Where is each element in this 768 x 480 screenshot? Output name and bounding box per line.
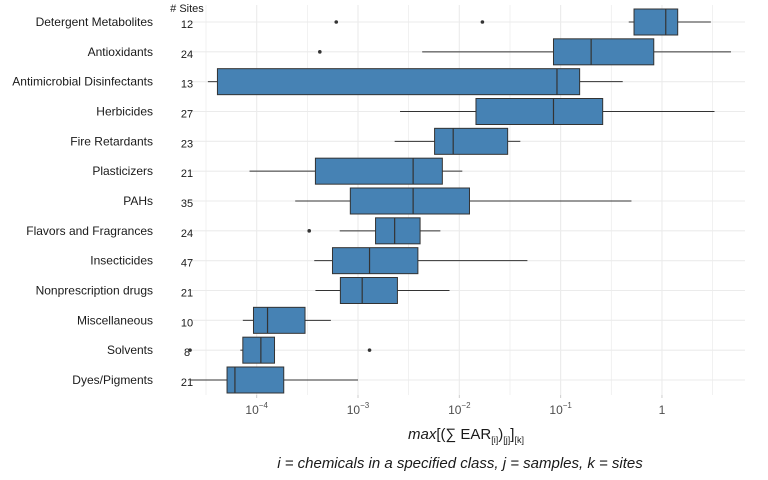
box-row: Fire Retardants 23 xyxy=(70,127,521,155)
x-tick-label: 10−3 xyxy=(347,401,370,417)
category-label: Solvents xyxy=(107,343,153,357)
box-row: Miscellaneous 10 xyxy=(77,306,331,334)
x-axis-title: max[(∑ EAR[i])[j]][k] xyxy=(408,426,524,445)
box xyxy=(349,187,470,215)
box xyxy=(331,247,419,275)
category-label: Flavors and Fragrances xyxy=(26,224,153,238)
x-tick-label: 10−1 xyxy=(549,401,572,417)
box-row: Antimicrobial Disinfectants 13 xyxy=(12,68,623,96)
sites-header: # Sites xyxy=(170,3,204,15)
box xyxy=(216,68,581,96)
category-label: Herbicides xyxy=(96,105,153,119)
outlier-point xyxy=(318,50,322,54)
x-tick-labels: 10−4 10−3 10−2 10−1 1 xyxy=(245,395,666,417)
x-tick-label: 1 xyxy=(659,403,666,417)
outlier-point xyxy=(480,20,485,24)
sites-count: 47 xyxy=(181,258,193,270)
outlier-point xyxy=(334,20,339,24)
box xyxy=(633,8,679,36)
category-label: Antimicrobial Disinfectants xyxy=(12,75,153,89)
box xyxy=(552,38,655,66)
sites-count: 21 xyxy=(181,288,193,300)
box-row: Flavors and Fragrances 24 xyxy=(26,217,441,245)
sites-count: 8 xyxy=(184,347,190,359)
outlier-point xyxy=(188,348,192,352)
box-row: Herbicides 27 xyxy=(96,98,715,125)
box xyxy=(226,366,285,394)
box-row: Antioxidants 24 xyxy=(88,38,731,66)
box-row: Nonprescription drugs 21 xyxy=(36,277,450,304)
category-label: Fire Retardants xyxy=(70,134,153,148)
outlier-point xyxy=(367,348,372,352)
category-label: Detergent Metabolites xyxy=(36,15,153,29)
sites-count: 35 xyxy=(181,198,193,210)
outlier-point xyxy=(307,229,312,233)
category-label: Nonprescription drugs xyxy=(36,284,153,298)
sites-count: 23 xyxy=(181,138,193,150)
box-row: Detergent Metabolites 12 xyxy=(36,8,711,36)
box xyxy=(434,127,509,155)
sites-count: 24 xyxy=(181,228,193,240)
sites-count: 21 xyxy=(181,168,193,180)
box-row: Plasticizers 21 xyxy=(92,157,463,185)
sites-count: 10 xyxy=(181,317,193,329)
x-tick-label: 10−2 xyxy=(448,401,471,417)
box xyxy=(242,336,276,364)
box xyxy=(475,98,604,125)
category-label: PAHs xyxy=(123,194,153,208)
box-row: Solvents 8 xyxy=(107,336,372,364)
category-label: Antioxidants xyxy=(88,45,153,59)
box xyxy=(375,217,421,245)
box xyxy=(252,306,306,334)
box xyxy=(339,277,398,304)
box-row: PAHs 35 xyxy=(123,187,632,215)
category-label: Miscellaneous xyxy=(77,313,153,327)
sites-count: 24 xyxy=(181,49,193,61)
x-tick-label: 10−4 xyxy=(245,401,268,417)
category-label: Insecticides xyxy=(90,254,153,268)
category-label: Plasticizers xyxy=(92,164,153,178)
box-row: Insecticides 47 xyxy=(90,247,528,275)
sites-count: 27 xyxy=(181,109,193,121)
sites-count: 13 xyxy=(181,79,193,91)
category-label: Dyes/Pigments xyxy=(72,373,153,387)
sites-count: 21 xyxy=(181,377,193,389)
box-row: Dyes/Pigments 21 xyxy=(72,366,358,394)
box xyxy=(314,157,443,185)
caption: i = chemicals in a specified class, j = … xyxy=(277,455,643,472)
sites-count: 12 xyxy=(181,19,193,31)
